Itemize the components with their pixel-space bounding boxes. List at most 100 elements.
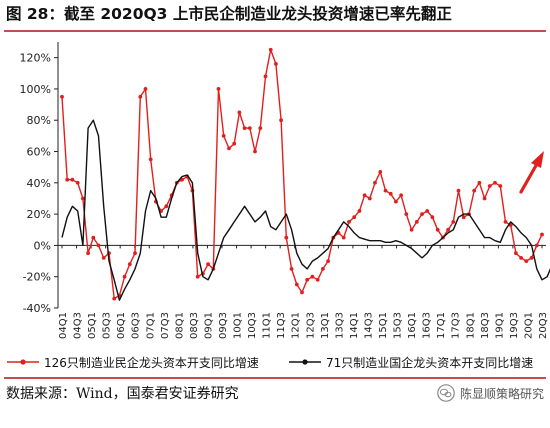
series-point-private bbox=[221, 134, 226, 138]
series-point-private bbox=[420, 212, 424, 217]
x-tick-label: 04Q1 bbox=[58, 312, 69, 339]
series-point-private bbox=[101, 256, 106, 260]
x-tick-label: 12Q1 bbox=[291, 312, 302, 339]
y-tick-label: 60% bbox=[27, 146, 51, 159]
series-point-private bbox=[138, 94, 143, 99]
series-point-private bbox=[367, 196, 372, 201]
legend-label-state: 71只制造业国企龙头资本开支同比增速 bbox=[326, 355, 534, 370]
x-tick-label: 11Q3 bbox=[276, 312, 287, 339]
series-point-private bbox=[242, 126, 247, 130]
chart-legend: 126只制造业民企龙头资本开支同比增速 71只制造业国企龙头资本开支同比增速 bbox=[0, 350, 550, 374]
x-tick-label: 11Q1 bbox=[262, 312, 273, 339]
series-point-private bbox=[310, 274, 315, 279]
series-point-private bbox=[451, 220, 456, 224]
series-point-private bbox=[529, 256, 534, 260]
series-point-private bbox=[300, 290, 304, 295]
watermark: 陈显顺策略研究 bbox=[437, 384, 544, 402]
series-point-private bbox=[472, 188, 477, 193]
series-line-private bbox=[61, 49, 543, 300]
series-point-private bbox=[461, 215, 466, 220]
x-tick-label: 10Q3 bbox=[247, 312, 258, 339]
series-point-private bbox=[352, 215, 357, 220]
series-point-private bbox=[253, 149, 257, 154]
series-point-private bbox=[388, 191, 393, 196]
series-point-private bbox=[321, 267, 325, 271]
series-point-private bbox=[326, 259, 330, 263]
series-point-private bbox=[216, 87, 221, 91]
y-tick-label: 0% bbox=[34, 239, 51, 252]
series-point-private bbox=[404, 212, 409, 217]
chart-axes: -40%-20%0%20%40%60%80%100%120%04Q1 04Q3 05… bbox=[20, 42, 549, 339]
series-point-private bbox=[498, 184, 503, 188]
series-point-private bbox=[65, 177, 70, 182]
trend-arrow bbox=[519, 151, 544, 194]
x-tick-label: 20Q3 bbox=[538, 312, 549, 339]
series-point-private bbox=[446, 227, 450, 232]
x-tick-label: 13Q3 bbox=[334, 312, 345, 339]
series-point-private bbox=[373, 180, 377, 185]
x-tick-label: 05Q1 bbox=[87, 312, 98, 339]
series-point-private bbox=[534, 243, 539, 248]
series-point-private bbox=[425, 209, 430, 213]
x-tick-label: 18Q3 bbox=[480, 312, 491, 339]
watermark-text: 陈显顺策略研究 bbox=[459, 386, 544, 401]
series-point-private bbox=[378, 170, 383, 174]
series-point-private bbox=[206, 262, 211, 267]
x-tick-label: 14Q3 bbox=[363, 312, 374, 339]
series-point-private bbox=[232, 141, 237, 146]
series-point-private bbox=[503, 220, 508, 224]
legend-swatch-private bbox=[7, 359, 39, 365]
series-point-private bbox=[514, 251, 518, 256]
wechat-icon bbox=[437, 384, 455, 402]
series-point-private bbox=[487, 184, 492, 188]
legend-item-state: 71只制造业国企龙头资本开支同比增速 bbox=[288, 352, 533, 372]
series-point-private bbox=[60, 94, 64, 99]
series-point-private bbox=[294, 282, 299, 287]
figure-title: 图 28：截至 2020Q3 上市民企制造业龙头投资增速已率先翻正 bbox=[6, 5, 452, 23]
series-point-private bbox=[347, 220, 351, 224]
series-point-private bbox=[86, 251, 90, 256]
series-point-private bbox=[524, 259, 529, 263]
x-tick-label: 12Q3 bbox=[305, 312, 316, 339]
x-tick-label: 09Q1 bbox=[203, 312, 214, 339]
x-tick-label: 20Q1 bbox=[523, 312, 534, 339]
x-tick-label: 17Q3 bbox=[451, 312, 462, 339]
x-tick-label: 16Q3 bbox=[422, 312, 433, 339]
x-tick-label: 14Q1 bbox=[349, 312, 360, 339]
series-point-private bbox=[91, 235, 96, 240]
x-tick-label: 07Q3 bbox=[160, 312, 171, 339]
series-point-private bbox=[268, 47, 273, 52]
y-tick-label: 120% bbox=[20, 52, 51, 65]
series-point-private bbox=[540, 232, 544, 237]
y-tick-label: 40% bbox=[27, 177, 51, 190]
series-point-private bbox=[284, 235, 289, 240]
x-tick-label: 08Q1 bbox=[174, 312, 185, 339]
x-tick-label: 05Q3 bbox=[102, 312, 113, 339]
series-point-private bbox=[195, 274, 200, 279]
series-point-private bbox=[482, 196, 487, 201]
bottom-divider bbox=[4, 377, 546, 379]
series-point-private bbox=[75, 180, 80, 185]
series-point-private bbox=[399, 193, 403, 198]
series-point-private bbox=[258, 126, 263, 130]
x-tick-label: 06Q1 bbox=[116, 312, 127, 339]
series-point-private bbox=[164, 204, 169, 209]
series-point-private bbox=[133, 251, 137, 256]
series-point-private bbox=[127, 262, 132, 267]
x-tick-label: 06Q3 bbox=[131, 312, 142, 339]
series-point-private bbox=[227, 146, 231, 151]
series-point-private bbox=[394, 199, 398, 204]
chart-series bbox=[60, 47, 550, 301]
x-tick-label: 07Q1 bbox=[145, 312, 156, 339]
y-tick-label: 20% bbox=[27, 208, 51, 221]
series-point-private bbox=[493, 180, 497, 185]
x-tick-label: 10Q1 bbox=[233, 312, 244, 339]
series-point-private bbox=[96, 243, 101, 248]
series-line-state bbox=[61, 119, 550, 301]
x-tick-label: 18Q1 bbox=[465, 312, 476, 339]
arrow-shaft bbox=[519, 160, 540, 194]
legend-item-private: 126只制造业民企龙头资本开支同比增速 bbox=[6, 352, 259, 372]
series-point-private bbox=[315, 277, 320, 282]
series-point-private bbox=[81, 196, 85, 201]
legend-swatch-state bbox=[289, 359, 321, 365]
